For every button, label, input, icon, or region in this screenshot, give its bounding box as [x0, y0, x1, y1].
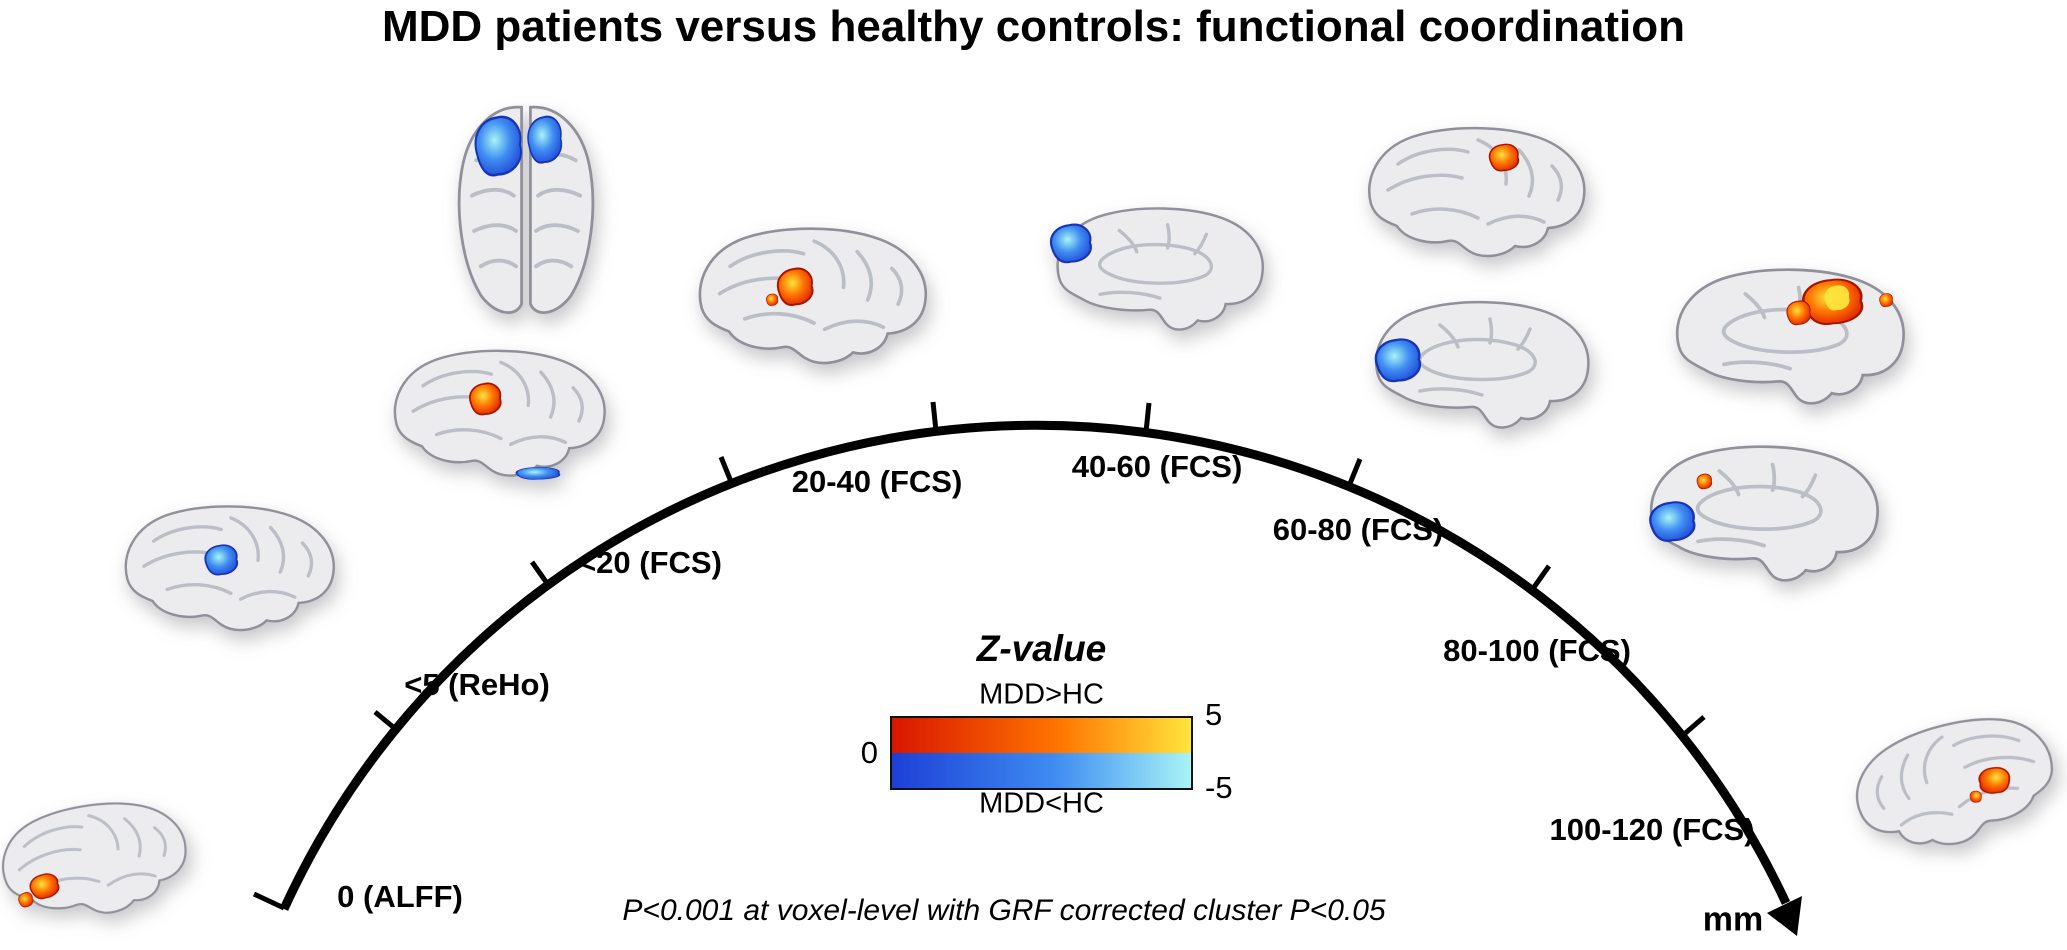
brain-reho-lateral	[124, 504, 336, 632]
legend-positive-label: MDD>HC	[979, 678, 1104, 711]
arc-curve	[279, 420, 1791, 911]
legend-negative-label: MDD<HC	[979, 787, 1104, 820]
cluster-cool	[1374, 338, 1422, 383]
cluster-warm-core	[1824, 285, 1850, 311]
brain-fcs4060-medial	[1049, 206, 1265, 332]
arc-label-fcs20: <20 (FCS)	[578, 545, 722, 580]
arc-label-reho: <5 (ReHo)	[404, 667, 550, 702]
arc-label-fcs80100: 80-100 (FCS)	[1443, 633, 1631, 668]
stats-footnote: P<0.001 at voxel-level with GRF correcte…	[622, 894, 1386, 927]
cluster-warm	[776, 267, 814, 306]
arc-label-fcs2040: 20-40 (FCS)	[791, 464, 963, 499]
brain-fcs80100-medial-a	[1675, 267, 1906, 406]
arc-label-fcs6080: 60-80 (FCS)	[1272, 512, 1444, 547]
axis-unit-label: mm	[1702, 900, 1764, 939]
cluster-warm	[1488, 143, 1520, 172]
brain-fcs20-lateral	[393, 349, 607, 481]
cluster-cool	[474, 115, 523, 177]
cluster-warm	[1696, 473, 1713, 490]
cluster-warm	[765, 293, 779, 306]
legend-min-value: -5	[1205, 770, 1233, 805]
colorbar	[890, 716, 1193, 790]
brain-fcs6080-lateral	[1367, 126, 1587, 258]
figure-title: MDD patients versus healthy controls: fu…	[381, 2, 1686, 51]
arc-label-fcs100120: 100-120 (FCS)	[1549, 812, 1755, 847]
arrow-icon	[1767, 896, 1802, 936]
brain-fcs2040-lateral	[698, 226, 928, 365]
cluster-cool	[1049, 223, 1092, 264]
cluster-warm	[1879, 293, 1893, 308]
colorbar-cool	[892, 753, 1191, 788]
legend-zero-value: 0	[860, 735, 878, 770]
legend-max-value: 5	[1205, 697, 1223, 732]
cluster-cool	[204, 544, 239, 576]
arc-ticks	[252, 401, 1706, 911]
arc-label-fcs4060: 40-60 (FCS)	[1071, 449, 1243, 484]
legend-title: Z-value	[976, 628, 1107, 669]
cluster-warm	[1786, 300, 1811, 326]
cluster-warm	[469, 382, 502, 416]
colorbar-warm	[892, 718, 1191, 753]
brain-fcs80100-medial-b	[1649, 444, 1880, 583]
brain-fcs6080-medial	[1374, 300, 1591, 430]
colorbar-legend: Z-value MDD>HC 0 5 -5 MDD<HC	[861, 628, 1233, 830]
brain-fcs20-superior	[457, 105, 595, 315]
cluster-cool	[515, 466, 561, 481]
arc-label-alff: 0 (ALFF)	[337, 879, 463, 914]
cluster-cool	[527, 115, 563, 164]
cluster-cool	[1649, 501, 1696, 543]
